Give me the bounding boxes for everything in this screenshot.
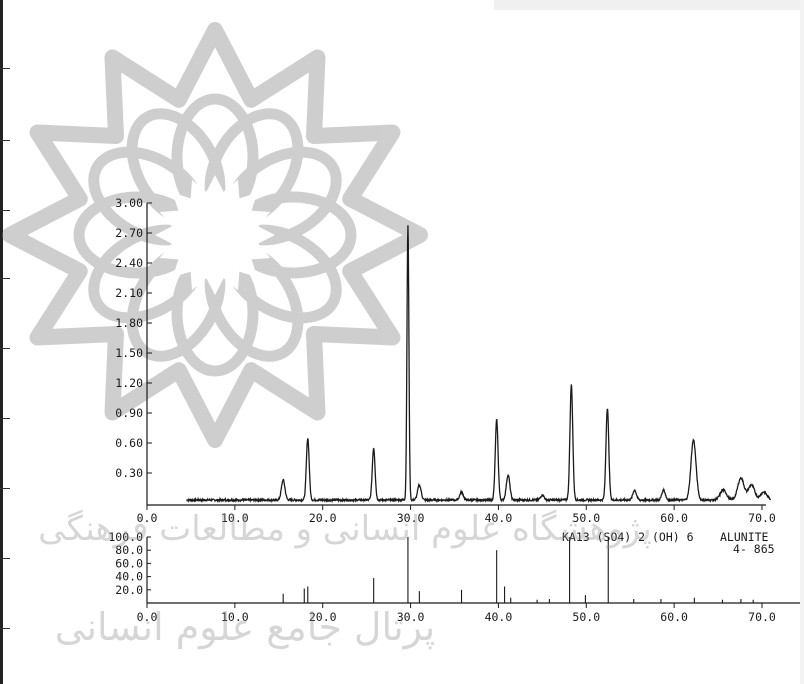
border-tick	[0, 348, 10, 349]
x-tick-label: 60.0	[660, 511, 688, 525]
x-tick-label: 50.0	[572, 511, 600, 525]
y-tick-label: 1.50	[115, 346, 143, 360]
border-tick	[0, 558, 10, 559]
y-tick-label: 0.30	[115, 466, 143, 480]
border-tick	[0, 278, 10, 279]
scan-edge-shadow	[800, 0, 804, 684]
y-tick-label: 1.80	[115, 316, 143, 330]
y-tick-label: 3.00	[115, 196, 143, 210]
watermark-text-line2: پژوهشگاه علوم انسانی و مطالعات فرهنگی	[38, 509, 652, 549]
x-tick-label: 60.0	[660, 610, 688, 624]
x-tick-label: 70.0	[748, 610, 776, 624]
y-tick-label: 0.90	[115, 406, 143, 420]
y-tick-label: 20.0	[115, 583, 143, 597]
border-tick	[0, 68, 10, 69]
x-tick-label: 40.0	[485, 511, 513, 525]
y-tick-label: 2.70	[115, 226, 143, 240]
x-tick-label: 10.0	[221, 610, 249, 624]
y-tick-label: 100.0	[108, 530, 143, 544]
reference-pattern-lines	[282, 537, 754, 603]
watermark-text-line1: پرتال جامع علوم انسانی	[55, 605, 435, 650]
x-tick-label: 20.0	[309, 511, 337, 525]
diffractogram-y-ticks: 0.30 0.60 0.90 1.20 1.50 1.80 2.10 2.40 2.70 3.00	[115, 196, 152, 480]
y-tick-label: 0.60	[115, 436, 143, 450]
y-tick-label: 2.10	[115, 286, 143, 300]
border-tick	[0, 140, 10, 141]
x-tick-label: 10.0	[221, 511, 249, 525]
reference-card-number: 4- 865	[733, 542, 775, 556]
x-tick-label: 0.0	[137, 610, 158, 624]
x-tick-label: 50.0	[572, 610, 600, 624]
y-tick-label: 60.0	[115, 556, 143, 570]
x-tick-label: 40.0	[485, 610, 513, 624]
emblem-outer-star	[2, 22, 428, 448]
emblem-center-flower	[155, 175, 275, 295]
reference-pattern-x-ticks: 0.0 10.0 20.0 30.0 40.0 50.0 60.0 70.0	[137, 603, 776, 624]
diffractogram-trace	[186, 225, 772, 504]
reference-mineral-name: ALUNITE	[720, 530, 769, 544]
x-tick-label: 20.0	[309, 610, 337, 624]
y-tick-label: 40.0	[115, 570, 143, 584]
x-tick-label: 30.0	[397, 610, 425, 624]
x-tick-label: 30.0	[397, 511, 425, 525]
x-tick-label: 0.0	[137, 511, 158, 525]
y-tick-label: 1.20	[115, 376, 143, 390]
diffractogram-axes	[146, 203, 766, 506]
flower-emblem-watermark	[2, 22, 428, 448]
border-tick	[0, 210, 10, 211]
border-tick	[0, 488, 10, 489]
left-border-rule	[0, 0, 3, 684]
x-tick-label: 70.0	[748, 511, 776, 525]
border-tick	[0, 628, 10, 629]
diffractogram-x-ticks: 0.0 10.0 20.0 30.0 40.0 50.0 60.0 70.0	[137, 505, 776, 525]
scan-edge-shadow	[494, 0, 804, 10]
y-tick-label: 80.0	[115, 543, 143, 557]
y-tick-label: 2.40	[115, 256, 143, 270]
reference-formula: KA13 (SO4) 2 (OH) 6	[562, 530, 694, 544]
reference-pattern-axes	[146, 537, 800, 604]
border-tick	[0, 418, 10, 419]
